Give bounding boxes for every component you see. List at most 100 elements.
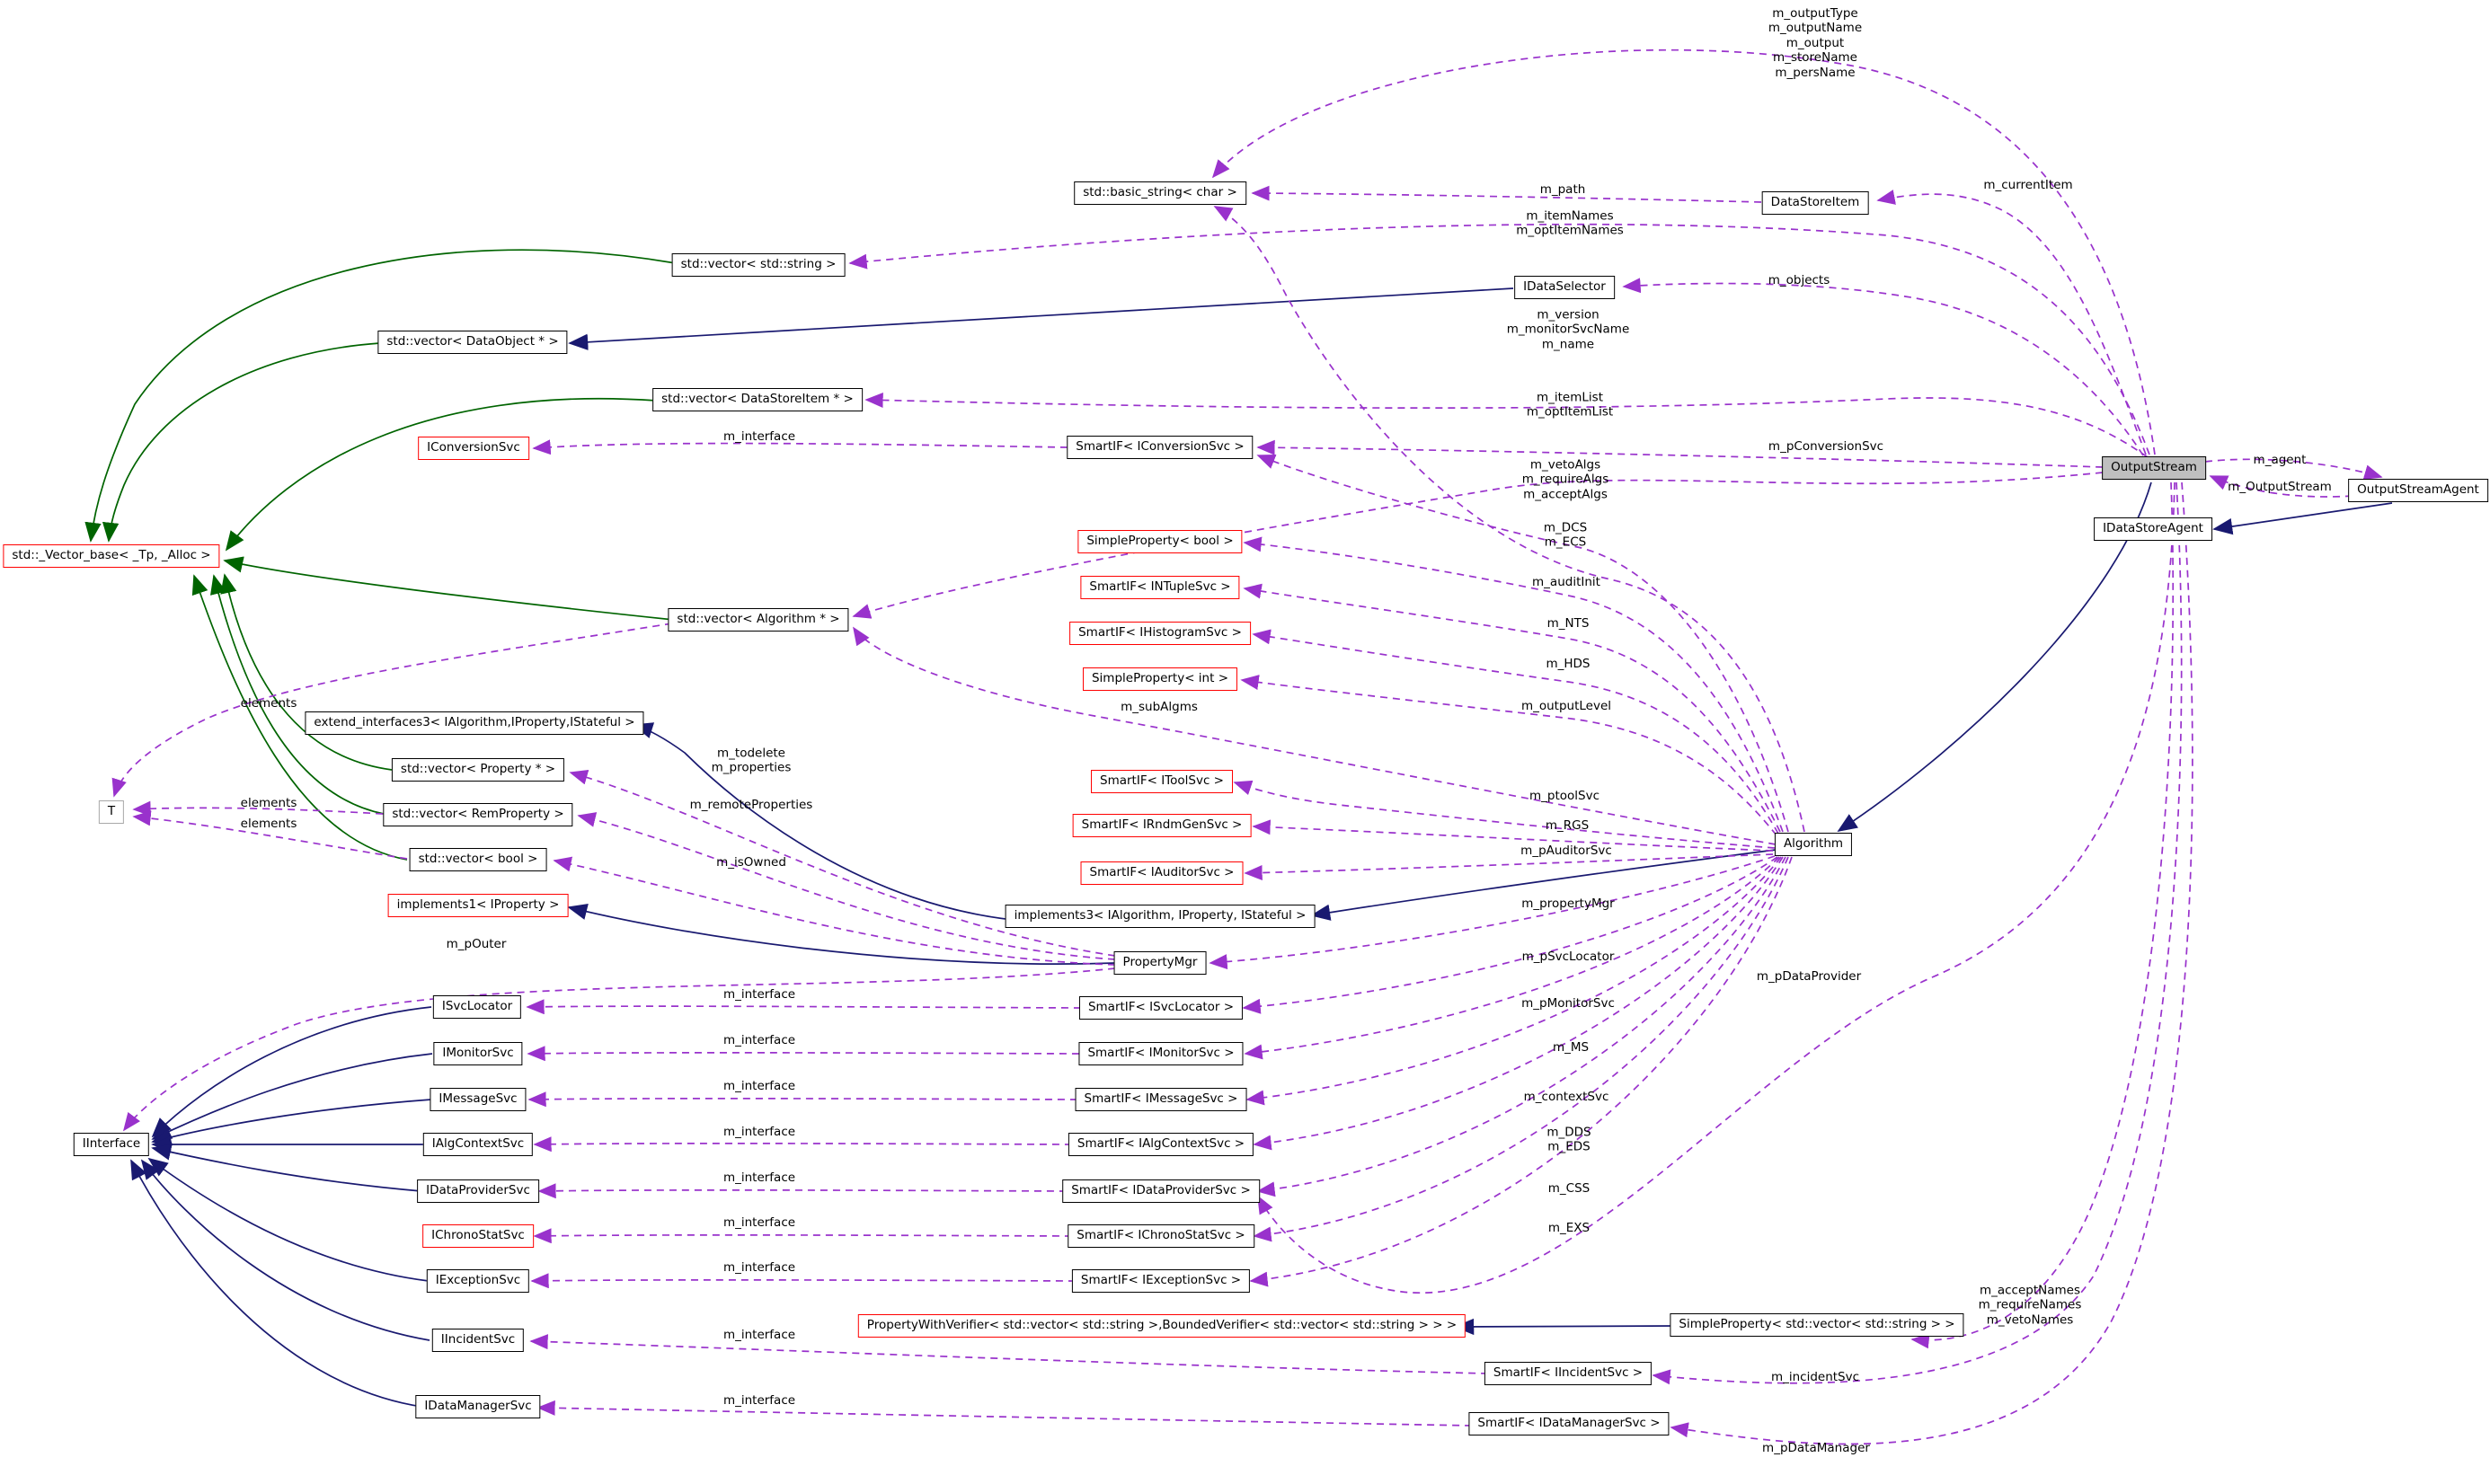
edge-algorithm-to-sp_bool — [1243, 536, 1784, 833]
node-sp_vecstring[interactable]: SimpleProperty< std::vector< std::string… — [1670, 1313, 1964, 1337]
edge-label-L34: m_interface — [722, 1078, 796, 1093]
node-smartif_itool[interactable]: SmartIF< IToolSvc > — [1091, 770, 1233, 793]
edge-label-L17: m_ptoolSvc — [1529, 788, 1600, 803]
node-basic_string[interactable]: std::basic_string< char > — [1074, 181, 1246, 205]
edge-vec_remproperty-to-vector_base — [210, 574, 385, 815]
edge-label-L22: m_pMonitorSvc — [1521, 995, 1615, 1011]
node-smartif_irndm[interactable]: SmartIF< IRndmGenSvc > — [1072, 814, 1252, 837]
node-vec_algorithm[interactable]: std::vector< Algorithm * > — [668, 608, 849, 632]
node-vector_base[interactable]: std::_Vector_base< _Tp, _Alloc > — [3, 544, 220, 568]
node-iincidentsvc[interactable]: IIncidentSvc — [431, 1329, 525, 1352]
edge-label-L46: m_OutputStream — [2228, 479, 2332, 494]
edge-label-L7: m_itemList m_optItemList — [1526, 390, 1614, 420]
node-smartif_imessage[interactable]: SmartIF< IMessageSvc > — [1075, 1088, 1247, 1111]
edge-vec_string-to-vector_base — [84, 249, 677, 543]
edge-outputstream-to-smartif_idatamgr — [1670, 481, 2193, 1445]
edge-label-L5: m_objects — [1768, 272, 1830, 287]
edge-label-L33: m_interface — [722, 1032, 796, 1047]
node-algorithm[interactable]: Algorithm — [1774, 833, 1853, 856]
node-sp_bool[interactable]: SimpleProperty< bool > — [1077, 530, 1243, 553]
edge-idataselector-to-vec_dataobj — [568, 287, 1514, 351]
edge-imessagesvc-to-iinterface — [151, 1099, 432, 1145]
node-smartif_ihisto[interactable]: SmartIF< IHistogramSvc > — [1069, 622, 1251, 645]
node-smartif_idataprov[interactable]: SmartIF< IDataProviderSvc > — [1062, 1179, 1260, 1203]
edge-outputstream-to-vec_string — [848, 223, 2150, 455]
edge-vec_algorithm-to-vector_base — [223, 556, 675, 621]
edge-vec_dataobj-to-vector_base — [102, 342, 381, 543]
node-smartif_imonitor[interactable]: SmartIF< IMonitorSvc > — [1078, 1042, 1244, 1065]
edge-label-L24: m_contextSvc — [1523, 1089, 1609, 1104]
edge-implements3-to-extend_interfaces3 — [633, 722, 1014, 921]
node-smartif_iincident[interactable]: SmartIF< IIncidentSvc > — [1484, 1362, 1653, 1385]
edge-algorithm-to-vec_algorithm — [853, 626, 1777, 845]
edge-label-L27: m_EXS — [1547, 1220, 1591, 1235]
edge-vec_bool-to-vector_base — [191, 574, 408, 861]
edge-label-L30: m_isOwned — [716, 854, 786, 870]
edge-algorithm-to-smartif_idataprov — [1256, 856, 1786, 1197]
edge-algorithm-to-smartif_imonitor — [1244, 856, 1780, 1060]
edge-label-L4: m_itemNames m_optItemNames — [1516, 208, 1624, 238]
edge-smartif_ichrono-to-ichronostatsvc — [533, 1228, 1073, 1244]
node-vec_bool[interactable]: std::vector< bool > — [409, 848, 547, 871]
edge-idatamanagersvc-to-iinterface — [130, 1159, 423, 1408]
edge-label-L38: m_interface — [722, 1259, 796, 1275]
node-outputstreamagent[interactable]: OutputStreamAgent — [2348, 479, 2488, 502]
edge-label-L2: m_currentItem — [1983, 177, 2073, 192]
edge-outputstream-to-outputstreamagent — [2204, 458, 2383, 480]
node-pwv[interactable]: PropertyWithVerifier< std::vector< std::… — [857, 1314, 1467, 1338]
node-smartif_intuple[interactable]: SmartIF< INTupleSvc > — [1080, 576, 1240, 599]
node-vec_dsitem[interactable]: std::vector< DataStoreItem * > — [652, 388, 863, 411]
node-ialgcontextsvc[interactable]: IAlgContextSvc — [422, 1133, 534, 1156]
node-idataselector[interactable]: IDataSelector — [1514, 276, 1615, 299]
node-smartif_ichrono[interactable]: SmartIF< IChronoStatSvc > — [1068, 1224, 1254, 1248]
node-iinterface[interactable]: IInterface — [73, 1133, 150, 1156]
node-vec_dataobj[interactable]: std::vector< DataObject * > — [377, 331, 568, 354]
node-iconversionsvc[interactable]: IConversionSvc — [418, 437, 529, 460]
edge-outputstreamagent-to-idatastoreagent — [2212, 502, 2393, 535]
node-smartif_ialgctx[interactable]: SmartIF< IAlgContextSvc > — [1068, 1133, 1254, 1156]
node-smartif_idatamgr[interactable]: SmartIF< IDataManagerSvc > — [1468, 1412, 1670, 1435]
node-smartif_iaudit[interactable]: SmartIF< IAuditorSvc > — [1080, 861, 1244, 885]
edge-algorithm-to-smartif_iexcept — [1249, 856, 1793, 1287]
node-sp_int[interactable]: SimpleProperty< int > — [1082, 667, 1238, 691]
node-vec_property[interactable]: std::vector< Property * > — [391, 758, 565, 782]
node-imonitorsvc[interactable]: IMonitorSvc — [433, 1042, 523, 1065]
node-iexceptionsvc[interactable]: IExceptionSvc — [426, 1269, 530, 1293]
node-implements1[interactable]: implements1< IProperty > — [387, 894, 569, 917]
edge-vec_property-to-vector_base — [220, 573, 393, 771]
edge-outputstream-to-basic_string — [1211, 49, 2156, 455]
edge-smartif_imessage-to-imessagesvc — [527, 1091, 1078, 1108]
node-imessagesvc[interactable]: IMessageSvc — [430, 1088, 527, 1111]
node-vec_remproperty[interactable]: std::vector< RemProperty > — [383, 803, 573, 826]
node-extend_interfaces3[interactable]: extend_interfaces3< IAlgorithm,IProperty… — [305, 711, 644, 735]
node-outputstream: OutputStream — [2102, 456, 2206, 480]
edge-label-L31: m_pOuter — [446, 936, 507, 951]
edge-datastoreitem-to-basic_string — [1251, 185, 1762, 203]
edge-label-L32: m_interface — [722, 986, 796, 1002]
edge-label-L11: m_DCS m_ECS — [1543, 520, 1588, 550]
edge-label-L36: m_interface — [722, 1170, 796, 1185]
edge-label-L47: elements — [240, 695, 297, 711]
edge-smartif_iexcept-to-iexceptionsvc — [530, 1273, 1077, 1289]
edge-idataprovidersvc-to-iinterface — [151, 1144, 422, 1192]
edge-smartif_isvcloc-to-isvclocator — [526, 999, 1082, 1015]
node-isvclocator[interactable]: ISvcLocator — [432, 995, 522, 1019]
node-smartif_iconv[interactable]: SmartIF< IConversionSvc > — [1067, 436, 1254, 459]
edge-label-L41: m_pDataProvider — [1756, 968, 1862, 984]
node-smartif_isvcloc[interactable]: SmartIF< ISvcLocator > — [1078, 996, 1244, 1020]
node-idatastoreagent[interactable]: IDataStoreAgent — [2094, 517, 2212, 541]
edge-outputstream-to-datastoreitem — [1876, 190, 2147, 455]
node-propertymgr[interactable]: PropertyMgr — [1113, 951, 1207, 975]
edge-iincidentsvc-to-iinterface — [140, 1159, 430, 1341]
node-idatamanagersvc[interactable]: IDataManagerSvc — [415, 1395, 541, 1418]
edge-algorithm-to-propertymgr — [1209, 855, 1776, 970]
node-smartif_iexcept[interactable]: SmartIF< IExceptionSvc > — [1071, 1269, 1251, 1293]
node-idataprovidersvc[interactable]: IDataProviderSvc — [417, 1179, 539, 1203]
edge-algorithm-to-smartif_iaudit — [1244, 853, 1774, 880]
node-datastoreitem[interactable]: DataStoreItem — [1761, 191, 1869, 215]
node-vec_string[interactable]: std::vector< std::string > — [671, 253, 846, 277]
node-implements3[interactable]: implements3< IAlgorithm, IProperty, ISta… — [1005, 905, 1316, 928]
edge-isvclocator-to-iinterface — [151, 1006, 432, 1138]
node-ichronostatsvc[interactable]: IChronoStatSvc — [422, 1224, 534, 1248]
edge-label-L13: m_NTS — [1546, 615, 1590, 631]
